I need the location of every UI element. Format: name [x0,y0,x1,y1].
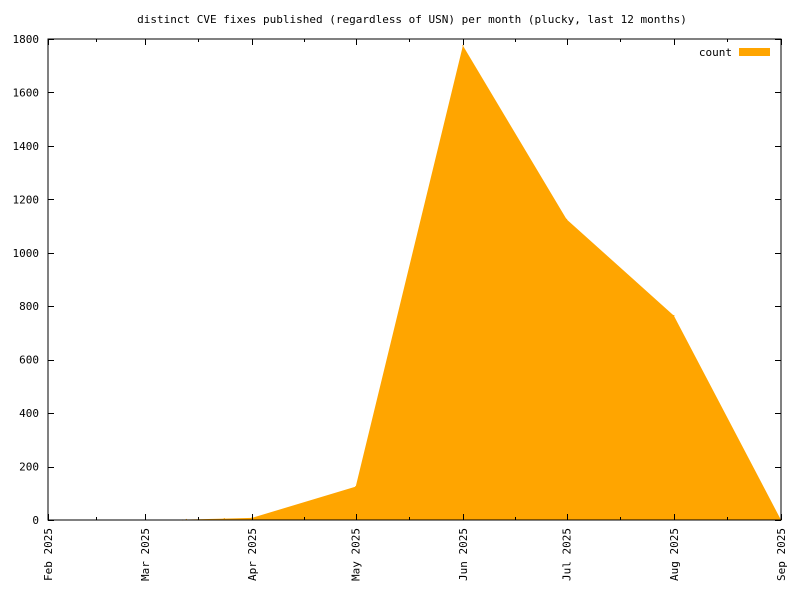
data-point [462,45,464,47]
y-tick-label: 1400 [13,140,40,153]
y-tick-label: 1800 [13,33,40,46]
y-tick-label: 800 [19,300,39,313]
legend-label: count [699,46,732,59]
x-tick-label: Sep 2025 [775,528,788,581]
data-point [566,218,568,220]
axes: 0 200 400 600 800 1000 1200 1400 1600 1800 Feb 202… [13,33,789,581]
x-tick-label: Jul 2025 [561,528,574,581]
chart-title: distinct CVE fixes published (regardless… [137,13,687,26]
data-point [355,486,357,488]
x-tick-label: Aug 2025 [668,528,681,581]
x-tick-label: May 2025 [350,528,363,581]
x-tick-label: Jun 2025 [457,528,470,581]
x-tick-label: Apr 2025 [246,528,259,581]
plot-border [47,38,782,521]
x-tick-label: Mar 2025 [139,528,152,581]
series-area-0 [182,45,782,521]
y-tick-label: 400 [19,407,39,420]
y-tick-label: 1000 [13,247,40,260]
legend: count [699,46,770,59]
y-tick-label: 200 [19,461,39,474]
y-tick-label: 1600 [13,86,40,99]
x-tick-label: Feb 2025 [42,528,55,581]
legend-swatch [739,48,770,56]
y-tick-label: 1200 [13,193,40,206]
y-tick-label: 0 [32,514,39,527]
data-point [673,314,675,317]
y-tick-label: 600 [19,354,39,367]
data-point [223,518,225,520]
